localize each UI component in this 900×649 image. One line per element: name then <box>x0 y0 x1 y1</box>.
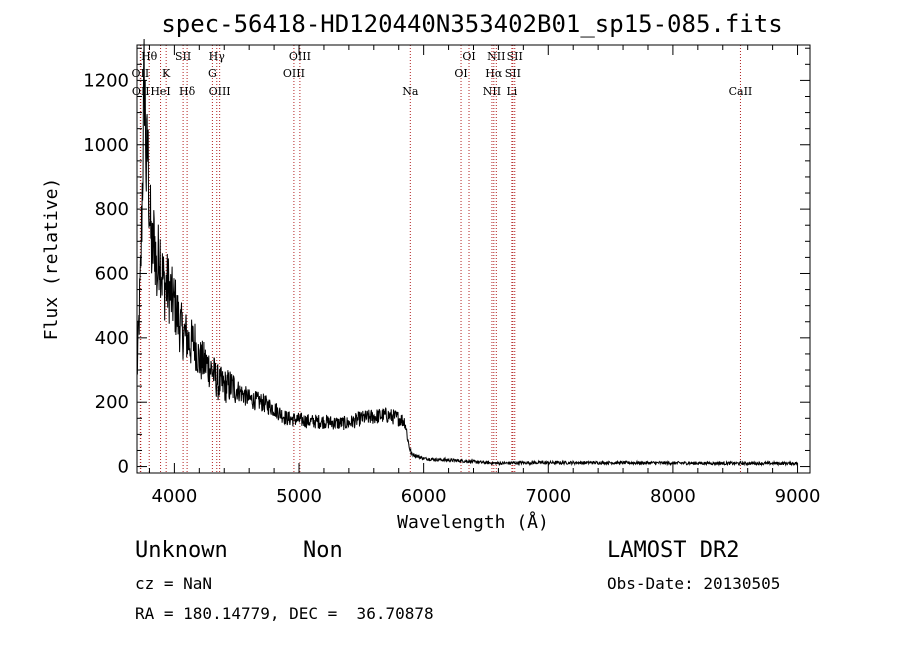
line-label-1: OII <box>132 67 150 80</box>
spectral-line-markers: HθOIIOIIKHeISIIHδHγGOIIIOIIIOIIINaOIOINI… <box>132 45 753 473</box>
y-tick-label-1: 200 <box>95 392 129 413</box>
x-tick-label-2: 6000 <box>401 486 447 507</box>
x-tick-label-1: 5000 <box>276 486 322 507</box>
x-tick-label-3: 7000 <box>525 486 571 507</box>
line-label-18: SII <box>507 50 523 63</box>
chart-title: spec-56418-HD120440N353402B01_sp15-085.f… <box>161 10 782 38</box>
survey-name: LAMOST DR2 <box>607 538 740 563</box>
line-label-20: Li <box>506 85 517 98</box>
x-axis-label: Wavelength (Å) <box>397 511 549 533</box>
spectrum-chart: spec-56418-HD120440N353402B01_sp15-085.f… <box>41 10 820 533</box>
line-label-17: NII <box>483 85 501 98</box>
y-tick-label-4: 800 <box>95 199 129 220</box>
line-label-3: K <box>162 67 171 80</box>
x-tick-label-4: 8000 <box>650 486 696 507</box>
line-label-0: Hθ <box>141 50 158 63</box>
line-label-14: OI <box>454 67 467 80</box>
y-tick-label-2: 400 <box>95 328 129 349</box>
y-tick-label-5: 1000 <box>83 135 129 156</box>
line-label-11: OIII <box>283 67 305 80</box>
y-tick-label-6: 1200 <box>83 70 129 91</box>
y-tick-label-3: 600 <box>95 263 129 284</box>
y-axis-label: Flux (relative) <box>41 178 62 341</box>
line-label-8: G <box>208 67 217 80</box>
spectrum-series-line <box>136 38 798 467</box>
plot-frame <box>136 44 811 474</box>
line-label-6: Hδ <box>179 85 196 98</box>
y-tick-label-0: 0 <box>118 457 129 478</box>
axes: 4000 5000 6000 7000 8000 9000 0 200 400 600 800 100… <box>83 45 820 507</box>
line-label-21: CaII <box>729 85 753 98</box>
line-label-13: OI <box>462 50 475 63</box>
obs-date: Obs-Date: 20130505 <box>607 574 781 593</box>
line-label-10: OIII <box>289 50 311 63</box>
line-label-4: HeI <box>150 85 170 98</box>
line-label-7: Hγ <box>209 50 226 63</box>
object-subtype: Non <box>303 538 343 563</box>
line-label-19: SII <box>505 67 521 80</box>
line-label-5: SII <box>175 50 191 63</box>
object-type: Unknown <box>135 538 228 563</box>
line-label-15: NII <box>487 50 505 63</box>
redshift-cz: cz = NaN <box>135 574 213 593</box>
line-label-16: Hα <box>485 67 503 80</box>
line-label-9: OIII <box>209 85 231 98</box>
x-tick-label-5: 9000 <box>775 486 821 507</box>
ra-dec-coords: RA = 180.14779, DEC = 36.70878 <box>135 604 434 623</box>
x-tick-label-0: 4000 <box>151 486 197 507</box>
line-label-12: Na <box>402 85 419 98</box>
